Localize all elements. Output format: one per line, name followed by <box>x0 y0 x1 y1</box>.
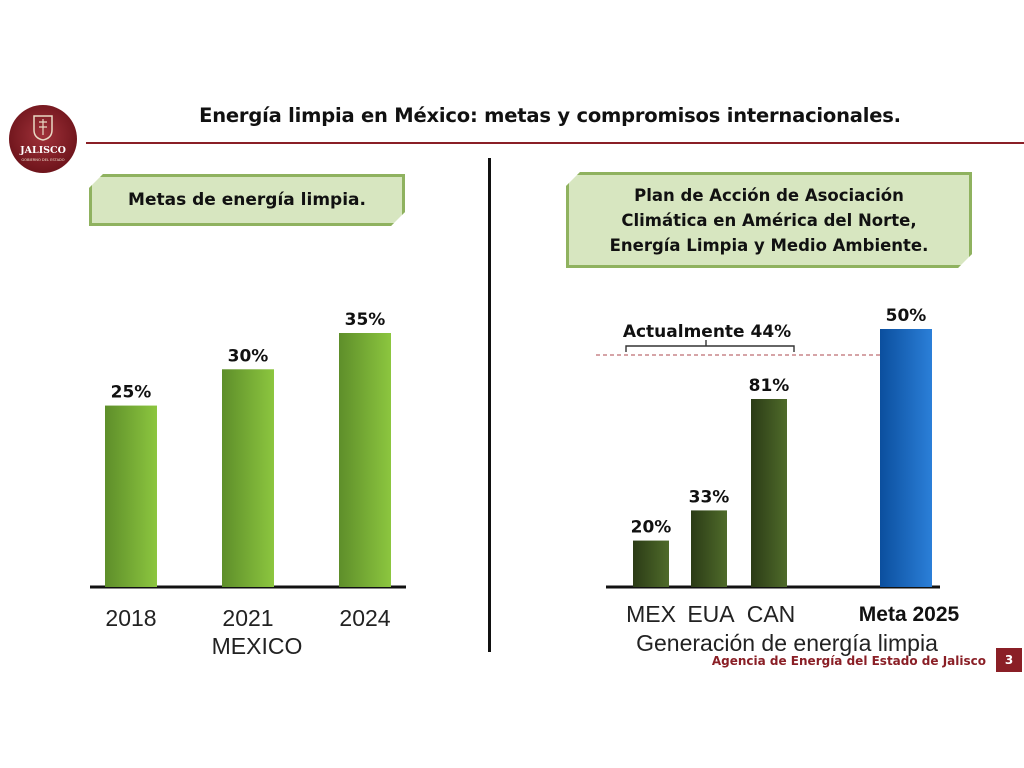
footer-agency: Agencia de Energía del Estado de Jalisco <box>711 654 986 668</box>
data-label-2018: 25% <box>111 383 152 403</box>
right-callout-line: Energía Limpia y Medio Ambiente. <box>609 235 929 255</box>
tick-label-2021: 2021 <box>222 605 273 631</box>
logo-subtext: GOBIERNO DEL ESTADO <box>21 158 64 162</box>
panel-divider <box>488 158 491 652</box>
bar-2021 <box>222 369 274 587</box>
page-number-badge: 3 <box>996 648 1022 672</box>
bar-can <box>751 399 787 587</box>
left-callout-text: Metas de energía limpia. <box>128 190 366 210</box>
right-callout-line: Climática en América del Norte, <box>621 210 917 230</box>
left-callout: Metas de energía limpia. <box>89 174 405 226</box>
tick-label-2018: 2018 <box>105 605 156 631</box>
x-axis-label: Generación de energía limpia <box>636 630 938 656</box>
bar-eua <box>691 510 727 587</box>
data-label-can: 81% <box>749 376 790 396</box>
data-label-meta-2025: 50% <box>886 306 927 326</box>
bar-2024 <box>339 333 391 587</box>
bar-2018 <box>105 405 157 587</box>
tick-label-mex: MEX <box>626 601 676 627</box>
tick-label-eua: EUA <box>687 601 735 627</box>
bar-meta-2025 <box>880 329 932 587</box>
logo-text: JALISCO <box>19 145 66 156</box>
jalisco-logo: JALISCO GOBIERNO DEL ESTADO <box>9 105 77 173</box>
bar-mex <box>633 540 669 587</box>
data-label-mex: 20% <box>631 518 672 538</box>
tick-label-can: CAN <box>747 601 796 627</box>
reference-label: Actualmente 44% <box>623 322 791 342</box>
right-callout-line: Plan de Acción de Asociación <box>634 185 904 205</box>
data-label-2024: 35% <box>345 310 386 330</box>
data-label-2021: 30% <box>228 346 269 366</box>
title-underline <box>86 142 1024 144</box>
reference-brace <box>625 340 795 352</box>
tick-label-2024: 2024 <box>339 605 390 631</box>
right-callout-text: Plan de Acción de Asociación Climática e… <box>610 183 929 258</box>
x-axis-label: MEXICO <box>212 633 303 659</box>
data-label-eua: 33% <box>689 487 730 507</box>
right-callout: Plan de Acción de Asociación Climática e… <box>566 172 972 268</box>
page-title: Energía limpia en México: metas y compro… <box>199 104 901 127</box>
tick-label-meta-2025: Meta 2025 <box>859 603 960 626</box>
